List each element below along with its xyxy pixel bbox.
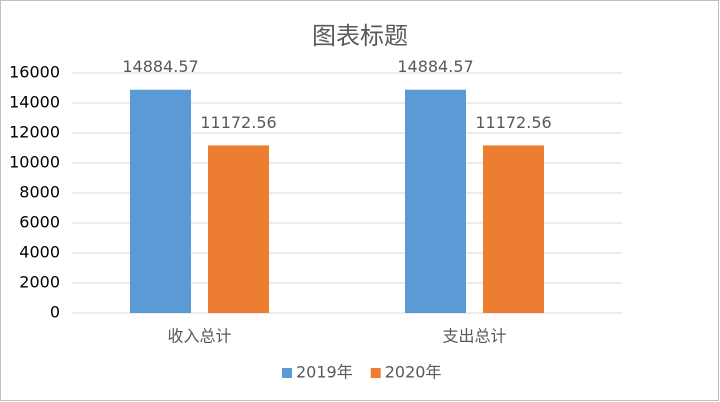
- x-tick-label: 支出总计: [442, 327, 506, 346]
- chart-title: 图表标题: [312, 22, 408, 50]
- y-tick-label: 12000: [9, 123, 60, 142]
- y-tick-label: 6000: [19, 213, 60, 232]
- y-tick-label: 16000: [9, 63, 60, 82]
- data-label: 11172.56: [475, 113, 551, 132]
- bar: [405, 89, 466, 314]
- data-label: 14884.57: [122, 57, 198, 76]
- y-tick-label: 0: [50, 303, 60, 322]
- legend-swatch: [370, 368, 381, 378]
- legend-label: 2019年: [296, 363, 353, 382]
- bar: [130, 89, 191, 314]
- y-tick-label: 4000: [19, 243, 60, 262]
- legend-label: 2020年: [385, 363, 442, 382]
- legend-swatch: [282, 368, 292, 378]
- data-label: 14884.57: [397, 57, 473, 76]
- bar: [483, 145, 544, 313]
- y-tick-label: 8000: [19, 183, 60, 202]
- bar: [208, 145, 269, 313]
- data-label: 11172.56: [200, 113, 276, 132]
- x-tick-label: 收入总计: [167, 327, 231, 346]
- y-tick-label: 14000: [9, 93, 60, 112]
- y-tick-label: 10000: [9, 153, 60, 172]
- y-tick-label: 2000: [19, 273, 60, 292]
